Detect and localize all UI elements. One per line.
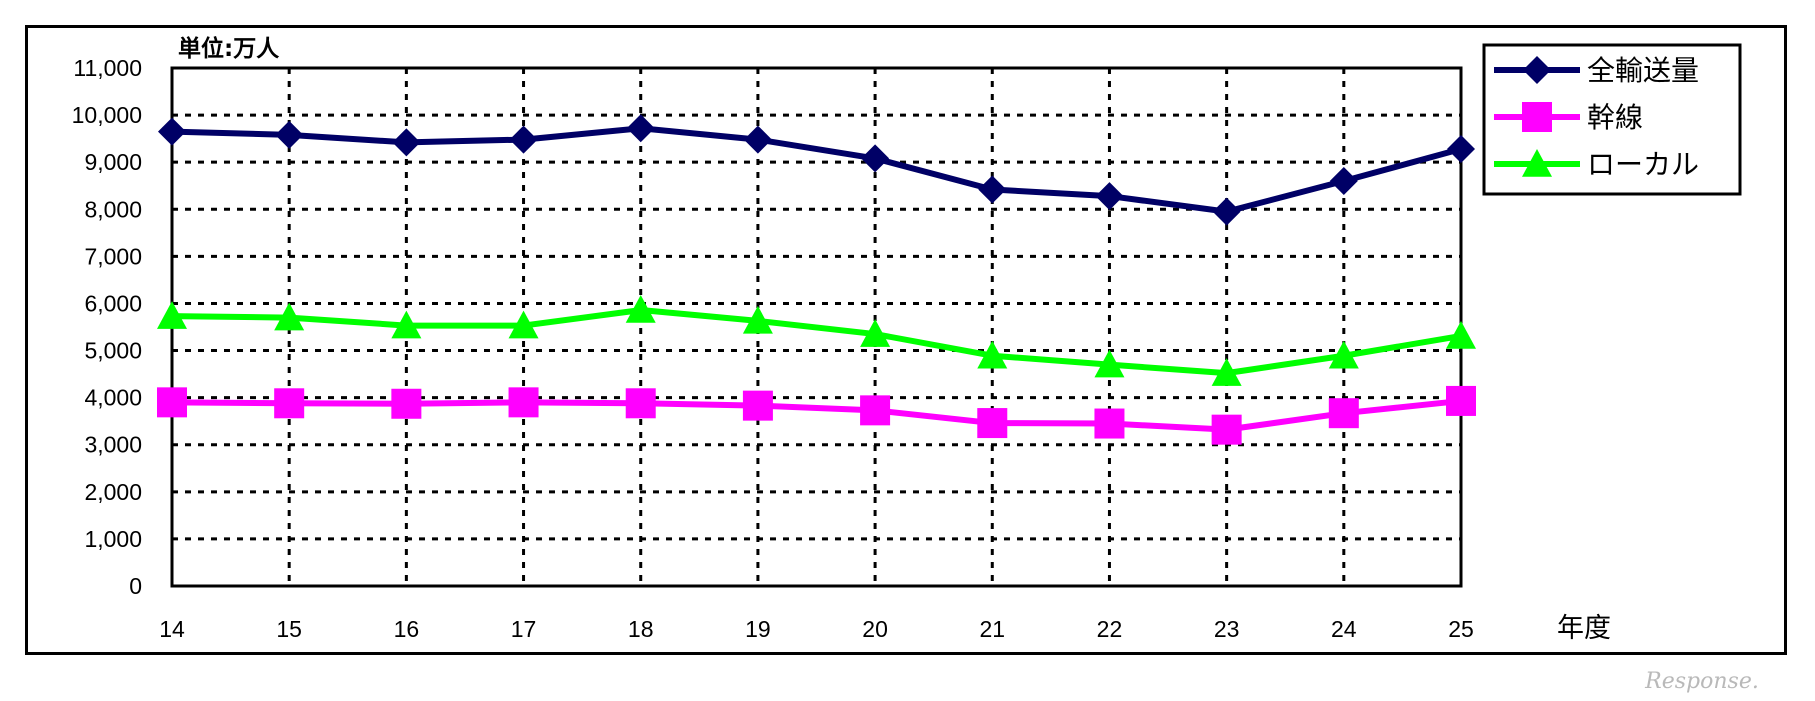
y-tick-label: 1,000 — [84, 526, 142, 552]
series-line — [171, 397, 1462, 433]
x-tick-label: 15 — [276, 616, 302, 642]
data-point — [861, 144, 890, 173]
x-tick-label: 25 — [1448, 616, 1474, 642]
y-tick-label: 3,000 — [84, 432, 142, 458]
y-tick-label: 6,000 — [84, 290, 142, 316]
y-tick-label: 8,000 — [84, 196, 142, 222]
legend-marker — [1523, 56, 1551, 84]
data-point — [977, 340, 1008, 369]
data-point — [743, 125, 772, 154]
data-point — [391, 388, 422, 419]
data-point — [158, 117, 186, 146]
data-point — [1211, 358, 1242, 386]
y-tick-label: 11,000 — [73, 55, 142, 81]
x-tick-label: 23 — [1214, 616, 1240, 642]
x-tick-label: 19 — [745, 616, 771, 642]
data-point — [275, 120, 304, 149]
data-point — [625, 388, 656, 419]
x-tick-label: 16 — [394, 616, 420, 642]
data-point — [626, 114, 655, 143]
x-tick-label: 21 — [979, 616, 1005, 642]
legend-label: 幹線 — [1587, 101, 1643, 134]
data-point — [1329, 167, 1358, 196]
data-point — [625, 295, 656, 323]
data-point — [977, 408, 1008, 439]
data-point — [860, 319, 891, 347]
watermark: Response. — [1644, 669, 1759, 694]
x-tick-label: 20 — [862, 616, 888, 642]
legend-label: ローカル — [1587, 148, 1699, 181]
series-line — [171, 125, 1462, 215]
data-point — [509, 125, 538, 154]
data-point — [274, 388, 305, 419]
y-tick-label: 4,000 — [84, 385, 142, 411]
grid-lines — [172, 68, 1461, 586]
data-point — [157, 301, 187, 329]
data-point — [392, 128, 421, 157]
data-point — [1446, 320, 1476, 349]
y-axis-ticks: 0 1,000 2,000 3,000 4,000 5,000 6,000 7,000 8,00… — [72, 55, 142, 599]
x-tick-label: 17 — [511, 616, 537, 642]
data-point — [508, 310, 539, 339]
legend-label: 全輸送量 — [1587, 54, 1699, 87]
x-tick-label: 14 — [159, 616, 185, 642]
legend-marker — [1522, 149, 1552, 177]
y-tick-label: 5,000 — [84, 338, 142, 364]
data-point — [742, 305, 773, 334]
y-tick-label: 10,000 — [72, 102, 142, 128]
x-tick-label: 22 — [1097, 616, 1123, 642]
data-point — [1328, 398, 1359, 429]
data-point — [274, 302, 305, 331]
x-tick-label: 18 — [628, 616, 654, 642]
data-point — [508, 387, 539, 418]
chart-frame — [25, 25, 1787, 655]
data-point — [391, 310, 422, 339]
unit-label: 単位:万人 — [178, 35, 280, 62]
series-line — [171, 307, 1462, 377]
data-point — [157, 387, 187, 418]
x-unit-label: 年度 — [1557, 613, 1611, 644]
data-point — [1446, 385, 1476, 416]
data-point — [1094, 349, 1125, 378]
y-tick-label: 9,000 — [84, 149, 142, 175]
y-tick-label: 7,000 — [84, 243, 142, 269]
legend-marker — [1522, 102, 1552, 132]
data-point — [860, 395, 891, 426]
x-axis-ticks: 14 15 16 17 18 19 20 21 22 23 24 25 — [159, 616, 1474, 642]
data-point — [1447, 134, 1475, 163]
data-point — [1095, 182, 1124, 211]
data-point — [1328, 340, 1359, 369]
y-tick-label: 2,000 — [84, 479, 142, 505]
data-point — [742, 390, 773, 421]
data-point — [1094, 408, 1125, 439]
y-tick-label: 0 — [129, 573, 142, 599]
data-point — [978, 175, 1007, 204]
data-point — [1211, 414, 1242, 445]
data-point — [1212, 197, 1241, 226]
series-layer — [157, 114, 1476, 445]
x-tick-label: 24 — [1331, 616, 1357, 642]
